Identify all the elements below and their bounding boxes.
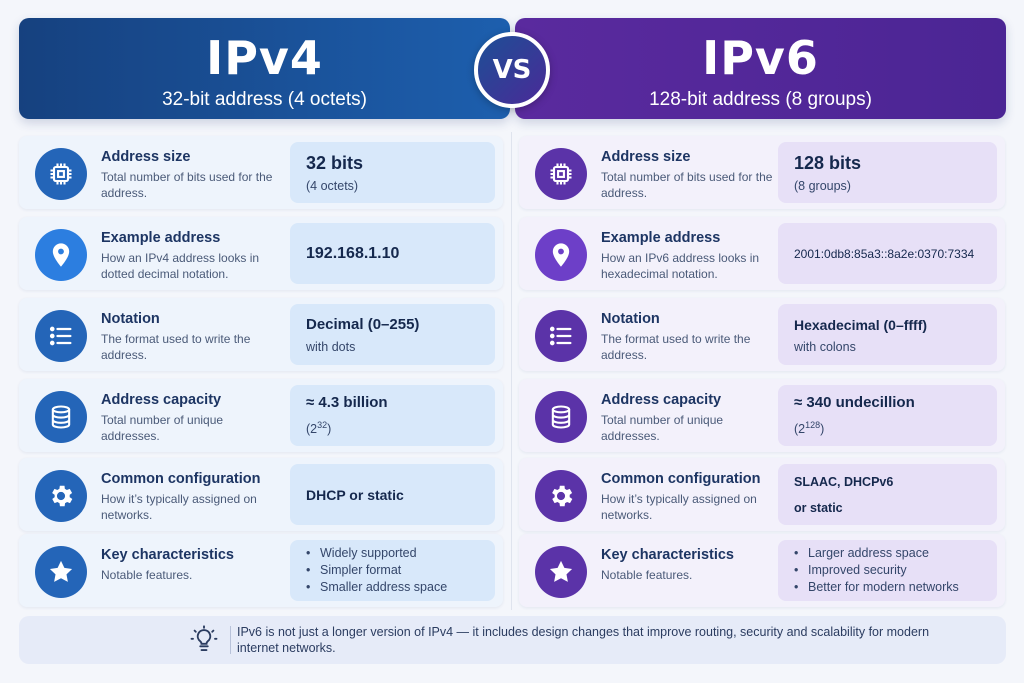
- row-description: How it’s typically assigned on networks.: [101, 492, 257, 522]
- location-pin-icon: [535, 229, 587, 281]
- ipv4-row-address-size: Address size Total number of bits used f…: [19, 136, 503, 209]
- database-icon: [35, 391, 87, 443]
- footer-text: IPv6 is not just a longer version of IPv…: [237, 625, 930, 655]
- row-value: ≈ 4.3 billion: [306, 394, 388, 412]
- ipv6-row-address-size: Address size Total number of bits used f…: [519, 136, 1005, 209]
- row-value-box: Decimal (0–255) with dots: [290, 304, 495, 365]
- location-pin-icon: [35, 229, 87, 281]
- ipv6-row-notation: Notation The format used to write the ad…: [519, 298, 1005, 371]
- row-label: Notation: [101, 311, 160, 327]
- list-item: Simpler format: [306, 562, 479, 579]
- row-label: Address size: [601, 149, 691, 165]
- database-icon: [535, 391, 587, 443]
- row-value-box: 2001:0db8:85a3::8a2e:0370:7334: [778, 223, 997, 284]
- ipv6-row-example-address: Example address How an IPv6 address look…: [519, 217, 1005, 290]
- row-label: Key characteristics: [601, 547, 734, 563]
- ipv4-title: IPv4: [206, 31, 323, 85]
- row-value-sub: (232): [306, 420, 332, 437]
- row-value-sub: with colons: [794, 339, 856, 354]
- row-value-box: 32 bits (4 octets): [290, 142, 495, 203]
- list-icon: [35, 310, 87, 362]
- row-value: DHCP or static: [306, 486, 404, 503]
- list-item: Improved security: [794, 562, 981, 579]
- row-label: Key characteristics: [101, 547, 234, 563]
- row-description: How an IPv4 address looks in dotted deci…: [101, 251, 260, 281]
- characteristics-list: Widely supported Simpler format Smaller …: [306, 545, 479, 596]
- ipv4-row-notation: Notation The format used to write the ad…: [19, 298, 503, 371]
- row-value-box: DHCP or static: [290, 464, 495, 525]
- row-description: How it’s typically assigned on networks.: [601, 492, 757, 522]
- star-icon: [35, 546, 87, 598]
- ipv6-header: IPv6 128-bit address (8 groups): [515, 18, 1006, 119]
- ipv4-row-address-capacity: Address capacity Total number of unique …: [19, 379, 503, 452]
- row-description: Notable features.: [101, 568, 193, 582]
- row-description: The format used to write the address.: [601, 332, 751, 362]
- row-value-sub: (2128): [794, 420, 825, 437]
- row-value-line2: or static: [794, 500, 843, 515]
- row-value-box: Hexadecimal (0–ffff) with colons: [778, 304, 997, 365]
- row-value-box: Widely supported Simpler format Smaller …: [290, 540, 495, 601]
- row-value-box: SLAAC, DHCPv6 or static: [778, 464, 997, 525]
- chip-icon: [535, 148, 587, 200]
- list-item: Widely supported: [306, 545, 479, 562]
- row-description: Total number of bits used for the addres…: [601, 170, 773, 200]
- ipv4-row-key-characteristics: Key characteristics Notable features. Wi…: [19, 534, 503, 607]
- gear-icon: [535, 470, 587, 522]
- row-label: Example address: [601, 230, 721, 246]
- list-item: Larger address space: [794, 545, 981, 562]
- row-value: Hexadecimal (0–ffff): [794, 316, 928, 333]
- row-value: ≈ 340 undecillion: [794, 394, 915, 412]
- row-value-sub: with dots: [306, 339, 356, 354]
- row-description: Total number of unique addresses.: [601, 413, 724, 443]
- lightbulb-icon: [189, 625, 219, 655]
- list-icon: [535, 310, 587, 362]
- row-description: Total number of bits used for the addres…: [101, 170, 273, 200]
- row-value: Decimal (0–255): [306, 315, 420, 333]
- row-value-box: ≈ 340 undecillion (2128): [778, 385, 997, 446]
- ipv4-row-common-configuration: Common configuration How it’s typically …: [19, 458, 503, 531]
- row-value-sub: (8 groups): [794, 178, 851, 193]
- list-item: Smaller address space: [306, 579, 479, 596]
- row-value: 128 bits: [794, 152, 862, 173]
- row-value-sub: (4 octets): [306, 178, 359, 193]
- column-divider: [511, 132, 512, 610]
- ipv6-row-common-configuration: Common configuration How it’s typically …: [519, 458, 1005, 531]
- row-value-box: ≈ 4.3 billion (232): [290, 385, 495, 446]
- row-label: Example address: [101, 230, 221, 246]
- ipv6-row-key-characteristics: Key characteristics Notable features. La…: [519, 534, 1005, 607]
- row-label: Address capacity: [601, 392, 722, 408]
- row-value-box: 128 bits (8 groups): [778, 142, 997, 203]
- row-description: Total number of unique addresses.: [101, 413, 224, 443]
- row-description: How an IPv6 address looks in hexadecimal…: [601, 251, 760, 281]
- chip-icon: [35, 148, 87, 200]
- characteristics-list: Larger address space Improved security B…: [794, 545, 981, 596]
- ipv6-title: IPv6: [702, 31, 819, 85]
- row-description: The format used to write the address.: [101, 332, 251, 362]
- gear-icon: [35, 470, 87, 522]
- star-icon: [535, 546, 587, 598]
- row-value: SLAAC, DHCPv6: [794, 474, 894, 489]
- footer-separator: [230, 626, 231, 654]
- ipv4-row-example-address: Example address How an IPv4 address look…: [19, 217, 503, 290]
- row-value: 32 bits: [306, 152, 364, 173]
- row-label: Notation: [601, 311, 660, 327]
- vs-badge: VS: [474, 32, 550, 108]
- row-value: 192.168.1.10: [306, 244, 400, 262]
- row-description: Notable features.: [601, 568, 693, 582]
- ipv6-row-address-capacity: Address capacity Total number of unique …: [519, 379, 1005, 452]
- row-value-box: 192.168.1.10: [290, 223, 495, 284]
- row-label: Common configuration: [601, 471, 761, 487]
- ipv4-header: IPv4 32-bit address (4 octets): [19, 18, 510, 119]
- row-label: Common configuration: [101, 471, 261, 487]
- list-item: Better for modern networks: [794, 579, 981, 596]
- row-label: Address size: [101, 149, 191, 165]
- row-label: Address capacity: [101, 392, 222, 408]
- row-value: 2001:0db8:85a3::8a2e:0370:7334: [794, 246, 975, 261]
- ipv6-subtitle: 128-bit address (8 groups): [649, 89, 872, 110]
- ipv4-subtitle: 32-bit address (4 octets): [162, 89, 367, 110]
- row-value-box: Larger address space Improved security B…: [778, 540, 997, 601]
- footer-note: IPv6 is not just a longer version of IPv…: [19, 616, 1006, 664]
